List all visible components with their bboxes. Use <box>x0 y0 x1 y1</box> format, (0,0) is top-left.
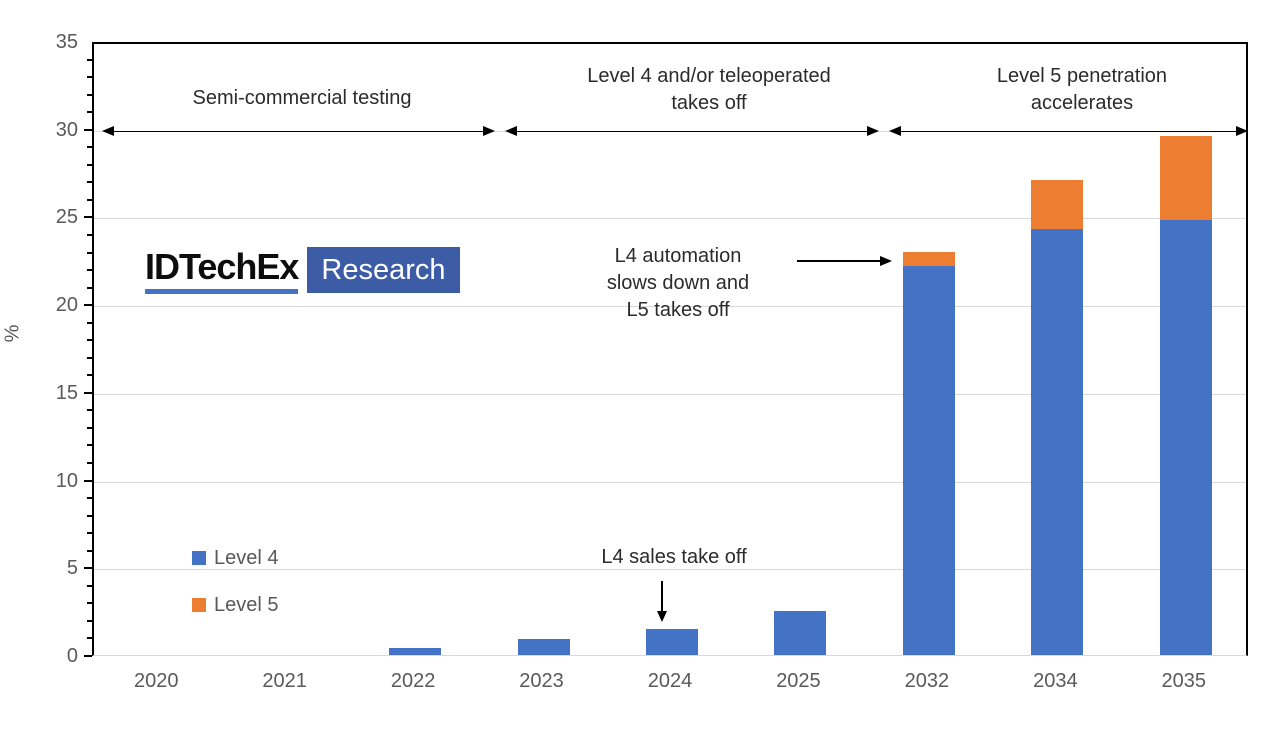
y-axis-tick <box>87 409 92 412</box>
y-axis-tick <box>87 58 92 61</box>
y-axis-tick <box>84 655 92 657</box>
bar-segment-level-4-2034 <box>1031 228 1084 655</box>
arrowhead-down-icon <box>656 611 667 622</box>
arrowhead-right-icon <box>483 126 495 137</box>
bar-segment-level-4-2025 <box>774 611 827 655</box>
bar-segment-level-4-2024 <box>646 628 698 655</box>
y-axis-label: 30 <box>55 118 78 141</box>
arrowhead-left-icon <box>889 126 901 137</box>
x-axis-label: 2025 <box>776 670 821 692</box>
phase-arrow-line <box>112 130 485 133</box>
y-axis-tick <box>84 479 92 482</box>
x-axis-label: 2020 <box>133 670 179 692</box>
y-axis-tick <box>87 198 92 201</box>
y-axis-label: 25 <box>55 206 78 229</box>
y-axis-tick <box>87 76 92 79</box>
gridline <box>94 569 1246 571</box>
y-axis-tick <box>87 549 92 552</box>
y-axis-tick <box>87 181 92 184</box>
y-axis-label: 15 <box>55 381 78 404</box>
bar-segment-level-5-2032 <box>902 251 955 266</box>
y-axis-tick <box>87 163 92 166</box>
y-axis-tick <box>87 374 92 377</box>
legend-item-level-4: Level 4 <box>192 547 279 569</box>
y-axis-tick <box>87 602 92 605</box>
y-axis-label: 20 <box>55 294 78 317</box>
x-axis-label: 2035 <box>1161 670 1207 692</box>
y-axis-tick <box>84 216 92 219</box>
annotation-text-phase-1: Semi-commercial testing <box>192 87 412 109</box>
x-axis-label: 2032 <box>904 670 950 692</box>
y-axis-tick <box>87 356 92 359</box>
gridline <box>94 306 1246 308</box>
arrowhead-right-icon <box>1236 126 1248 137</box>
y-axis-tick <box>87 426 92 429</box>
y-axis-tick <box>84 391 92 394</box>
bar-segment-level-4-2032 <box>902 265 955 655</box>
y-axis-tick <box>87 146 92 149</box>
x-axis-label: 2022 <box>390 670 436 692</box>
annotation-text-phase-3: Level 5 penetration accelerates <box>996 65 1168 114</box>
y-axis-tick <box>87 532 92 535</box>
y-axis-tick <box>87 269 92 272</box>
bar-segment-level-4-2023 <box>517 639 570 655</box>
logo-research-badge: Research <box>307 247 460 293</box>
gridline <box>94 481 1246 483</box>
y-axis-tick <box>87 339 92 342</box>
y-axis-label: 35 <box>55 31 78 53</box>
x-axis-label: 2034 <box>1033 670 1078 692</box>
gridline <box>94 393 1246 395</box>
callout-arrow-line <box>661 581 663 613</box>
legend-item-level-5: Level 5 <box>192 594 279 616</box>
bar-segment-level-4-2022 <box>389 647 442 655</box>
y-axis-tick <box>87 251 92 254</box>
x-axis-label: 2021 <box>262 670 307 692</box>
y-axis-title: % <box>1 324 24 343</box>
y-axis-tick <box>87 462 92 465</box>
arrowhead-left-icon <box>102 126 114 137</box>
legend-swatch-icon <box>192 598 206 612</box>
plot-area: IDTechEx Research Level 4 Level 5 Semi-co… <box>92 42 1248 656</box>
callout-arrow-line <box>797 260 882 262</box>
y-axis-tick <box>84 128 92 131</box>
logo-brand-text: IDTechEx <box>145 247 299 294</box>
arrowhead-left-icon <box>505 126 517 137</box>
y-axis-tick <box>87 514 92 517</box>
annotation-text-callout-2: L4 sales take off <box>601 546 747 568</box>
y-axis-tick <box>87 497 92 500</box>
legend-swatch-icon <box>192 551 206 565</box>
phase-arrow-line <box>899 130 1238 133</box>
legend: Level 4 Level 5 <box>192 547 279 641</box>
annotation-text-phase-2: Level 4 and/or teleoperated takes off <box>587 65 831 114</box>
bar-segment-level-5-2035 <box>1159 135 1212 220</box>
legend-label: Level 5 <box>214 593 279 616</box>
y-axis-tick <box>87 111 92 114</box>
y-axis-tick <box>87 233 92 236</box>
legend-label: Level 4 <box>214 546 279 569</box>
arrowhead-right-icon <box>880 255 892 266</box>
x-axis-label: 2024 <box>647 670 693 692</box>
gridline <box>94 218 1246 220</box>
y-axis-tick <box>87 444 92 447</box>
y-axis-label: 10 <box>55 469 78 492</box>
arrowhead-right-icon <box>867 126 879 137</box>
bar-segment-level-4-2035 <box>1159 219 1212 655</box>
x-axis-label: 2023 <box>519 670 564 692</box>
annotation-text-callout-1: L4 automation slows down and L5 takes off <box>606 245 750 321</box>
phase-arrow-line <box>515 130 869 133</box>
y-axis-tick <box>87 93 92 96</box>
y-axis-tick <box>87 321 92 324</box>
y-axis-label: 0 <box>66 645 78 667</box>
y-axis-tick <box>84 304 92 307</box>
idtechex-logo: IDTechEx Research <box>145 247 460 294</box>
bar-segment-level-5-2034 <box>1031 179 1084 229</box>
y-axis-tick <box>87 619 92 622</box>
y-axis-label: 5 <box>66 557 78 580</box>
y-axis-tick <box>87 286 92 289</box>
y-axis-tick <box>87 637 92 640</box>
y-axis-tick <box>84 567 92 570</box>
y-axis-tick <box>87 584 92 587</box>
